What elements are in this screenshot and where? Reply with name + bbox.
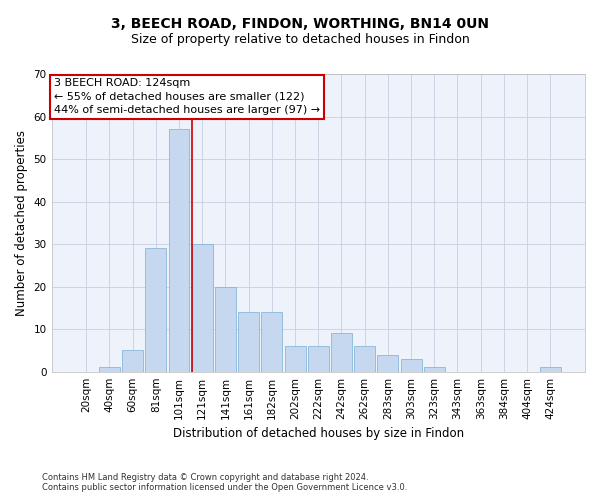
Bar	[262, 312, 283, 372]
Text: Contains public sector information licensed under the Open Government Licence v3: Contains public sector information licen…	[42, 484, 407, 492]
X-axis label: Distribution of detached houses by size in Findon: Distribution of detached houses by size …	[173, 427, 464, 440]
Bar	[99, 368, 120, 372]
Bar	[169, 130, 190, 372]
Bar	[192, 244, 212, 372]
Bar	[401, 359, 422, 372]
Bar	[122, 350, 143, 372]
Text: 3, BEECH ROAD, FINDON, WORTHING, BN14 0UN: 3, BEECH ROAD, FINDON, WORTHING, BN14 0U…	[111, 18, 489, 32]
Text: 3 BEECH ROAD: 124sqm
← 55% of detached houses are smaller (122)
44% of semi-deta: 3 BEECH ROAD: 124sqm ← 55% of detached h…	[54, 78, 320, 115]
Bar	[331, 334, 352, 372]
Bar	[145, 248, 166, 372]
Text: Contains HM Land Registry data © Crown copyright and database right 2024.: Contains HM Land Registry data © Crown c…	[42, 472, 368, 482]
Bar	[377, 354, 398, 372]
Bar	[238, 312, 259, 372]
Bar	[284, 346, 305, 372]
Y-axis label: Number of detached properties: Number of detached properties	[15, 130, 28, 316]
Bar	[424, 368, 445, 372]
Bar	[215, 286, 236, 372]
Bar	[308, 346, 329, 372]
Bar	[540, 368, 561, 372]
Bar	[354, 346, 375, 372]
Text: Size of property relative to detached houses in Findon: Size of property relative to detached ho…	[131, 32, 469, 46]
